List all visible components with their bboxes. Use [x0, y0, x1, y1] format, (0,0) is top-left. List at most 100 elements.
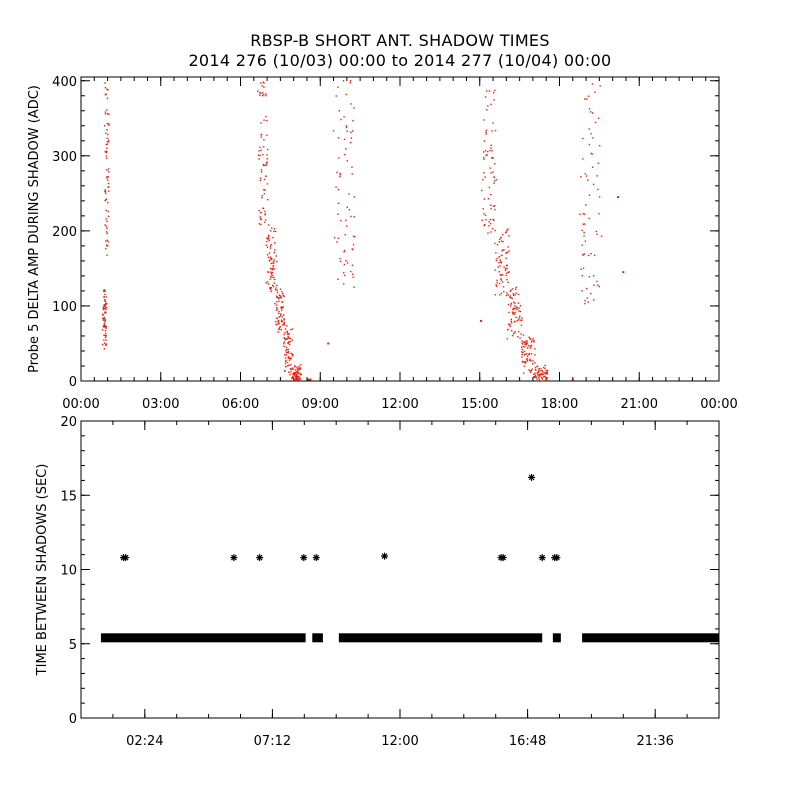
data-point: [502, 240, 504, 243]
data-point: [102, 313, 104, 315]
data-point: [337, 237, 340, 240]
plot-frame: [80, 420, 720, 719]
data-point: [490, 144, 492, 147]
data-point: [525, 340, 527, 342]
data-point: [348, 193, 350, 195]
data-point: [582, 158, 584, 160]
bottom-panel: 02:24 07:12 12:00 16:48 21:36 0 5 10 15 20 TIME BE…: [35, 415, 720, 749]
data-point: [106, 137, 108, 139]
data-point: [106, 88, 108, 90]
data-point: [102, 308, 105, 310]
data-point: [515, 306, 518, 308]
data-point: [488, 90, 491, 92]
plot-frame: [80, 76, 720, 382]
data-point: [103, 311, 106, 313]
data-point: [518, 307, 520, 309]
data-point: [287, 348, 289, 351]
data-point: [501, 254, 503, 257]
data-point: [514, 305, 516, 307]
data-point: [495, 252, 497, 254]
data-point: [546, 373, 549, 375]
baseline-asterisks: [100, 633, 306, 643]
data-point: [276, 296, 278, 299]
data-point: [265, 94, 267, 97]
y-axis-label: Probe 5 DELTA AMP DURING SHADOW (ADC): [27, 85, 42, 373]
data-point: [263, 189, 265, 191]
data-point: [489, 167, 491, 169]
data-point: [259, 154, 261, 157]
data-point: [505, 274, 507, 277]
y-tick-label: 0: [69, 712, 77, 727]
data-point: [526, 342, 528, 344]
data-point: [260, 218, 262, 221]
data-point: [349, 80, 352, 82]
data-point: [501, 281, 504, 283]
data-point: [533, 376, 535, 379]
data-point: [592, 137, 594, 139]
data-point: [105, 93, 107, 95]
data-point: [267, 237, 270, 239]
data-point: [536, 378, 538, 380]
data-point: [345, 219, 347, 222]
data-point: [291, 339, 294, 341]
data-point: [538, 371, 540, 373]
data-point: [498, 241, 501, 243]
data-point: [481, 219, 484, 221]
data-point: [484, 96, 487, 98]
data-point: [508, 235, 510, 237]
data-point: [105, 225, 108, 228]
data-point: [259, 146, 261, 148]
data-point: [581, 229, 583, 232]
data-point: [286, 325, 288, 327]
data-point: [296, 370, 299, 372]
data-point: [296, 366, 298, 368]
data-point: [521, 353, 523, 356]
data-point: [350, 215, 352, 218]
data-point: [260, 211, 262, 214]
data-point: [598, 145, 601, 147]
data-point: [351, 173, 353, 175]
data-point: [278, 294, 281, 296]
asterisk-point: [381, 552, 389, 560]
data-point: [507, 228, 509, 230]
data-point: [514, 302, 516, 305]
data-point: [509, 290, 512, 293]
data-point: [280, 307, 282, 309]
data-point: [524, 343, 526, 345]
data-point: [295, 378, 298, 380]
data-point: [292, 377, 295, 380]
asterisk-stroke: [528, 474, 535, 481]
data-point: [267, 256, 270, 259]
data-point: [352, 119, 354, 122]
data-point: [585, 175, 588, 177]
data-point: [105, 157, 108, 160]
data-point: [496, 257, 498, 260]
data-point: [597, 117, 600, 120]
data-point: [107, 241, 109, 243]
data-point: [521, 340, 523, 342]
data-point: [260, 149, 262, 151]
data-point: [104, 321, 106, 323]
data-point: [509, 305, 512, 307]
data-point: [540, 370, 542, 372]
data-point: [349, 270, 352, 273]
data-point: [106, 122, 109, 125]
data-point: [344, 233, 346, 236]
data-point: [105, 244, 108, 247]
data-point: [101, 343, 104, 346]
data-point: [105, 327, 107, 330]
data-point: [271, 276, 273, 279]
data-point: [512, 308, 514, 311]
data-point: [503, 249, 505, 251]
data-point: [487, 105, 489, 107]
data-point: [107, 201, 109, 204]
data-point: [530, 360, 532, 362]
data-point: [521, 348, 524, 351]
data-point: [494, 89, 496, 92]
y-tick-label: 100: [52, 300, 77, 315]
data-point: [486, 109, 488, 111]
asterisk-stroke: [313, 554, 320, 561]
data-point: [520, 351, 523, 353]
data-point: [337, 202, 340, 205]
data-point: [546, 379, 548, 382]
